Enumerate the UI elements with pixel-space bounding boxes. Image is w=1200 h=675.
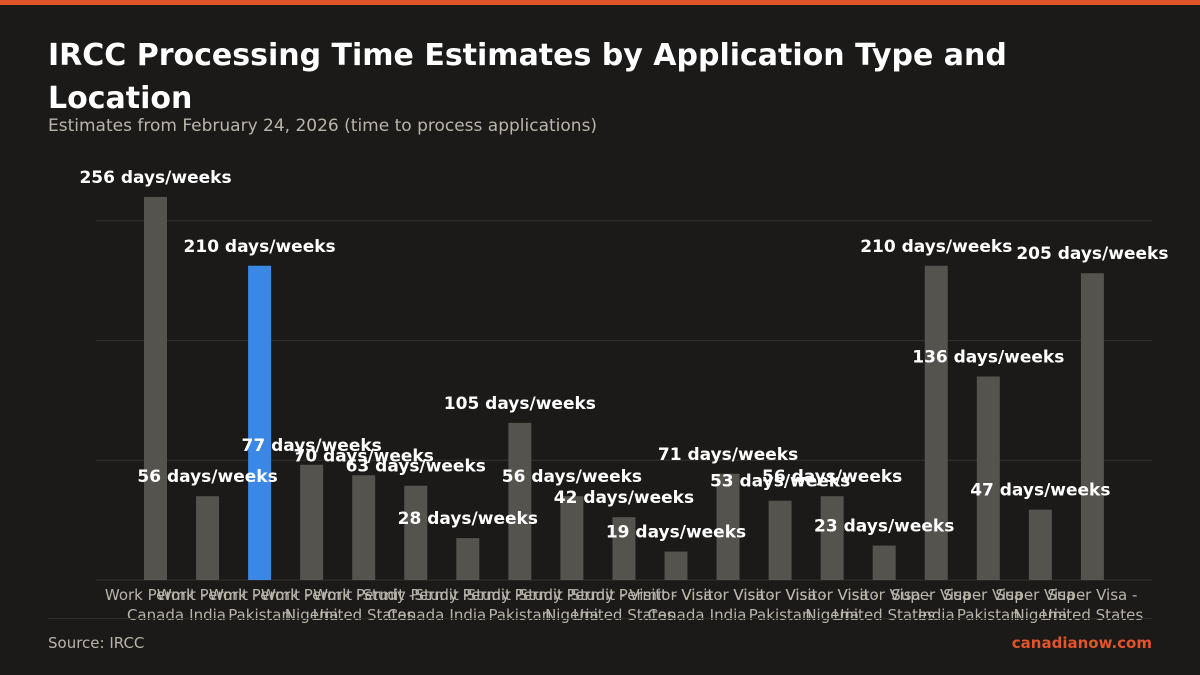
top-accent-bar <box>0 0 1200 5</box>
x-tick-label: Super Visa - <box>891 586 981 604</box>
bar[interactable] <box>456 538 480 580</box>
x-tick-label: India <box>189 606 226 624</box>
bar[interactable] <box>820 496 844 580</box>
bar[interactable] <box>196 496 220 580</box>
bar-value-label: 71 days/weeks <box>658 445 798 465</box>
x-tick-label: Pakistan <box>749 606 812 624</box>
x-tick-label: Pakistan <box>228 606 291 624</box>
x-tick-label: Study Permit - <box>571 586 678 604</box>
x-tick-label: Nigeria <box>285 606 339 624</box>
x-tick-label: United States <box>573 606 675 624</box>
bar-value-label: 256 days/weeks <box>79 168 231 188</box>
x-tick-label: Study Permit - <box>415 586 522 604</box>
bar[interactable] <box>872 545 896 580</box>
x-tick-label: Nigeria <box>1014 606 1068 624</box>
x-tick-label: Visitor Visa - <box>785 586 878 604</box>
bar-value-label: 77 days/weeks <box>242 436 382 456</box>
x-tick-label: Study Permit - <box>519 586 626 604</box>
x-tick-label: Work Permit - <box>261 586 362 604</box>
x-tick-label: India <box>918 606 955 624</box>
bar[interactable] <box>924 265 948 580</box>
brand-link[interactable]: canadianow.com <box>1011 634 1152 652</box>
bar-value-label: 63 days/weeks <box>346 457 486 477</box>
bar[interactable] <box>716 473 740 580</box>
x-tick-label: India <box>710 606 747 624</box>
x-tick-label: Work Permit - <box>157 586 258 604</box>
bar[interactable] <box>1028 509 1052 580</box>
x-tick-label: Super Visa - <box>943 586 1033 604</box>
x-tick-label: United States <box>1042 606 1144 624</box>
x-tick-label: Study Permit - <box>467 586 574 604</box>
x-tick-label: Canada <box>127 606 184 624</box>
source-note: Source: IRCC <box>48 634 145 652</box>
bar-value-label: 210 days/weeks <box>860 237 1012 257</box>
bar-value-label: 136 days/weeks <box>912 347 1064 367</box>
bar[interactable] <box>768 500 792 580</box>
bar[interactable] <box>560 496 584 580</box>
bar[interactable] <box>352 475 376 580</box>
bar-value-label: 105 days/weeks <box>444 394 596 414</box>
bar-value-label: 23 days/weeks <box>814 517 954 537</box>
x-tick-label: Visitor Visa - <box>629 586 722 604</box>
x-tick-label: Super Visa - <box>995 586 1085 604</box>
value-labels: 256 days/weeks 56 days/weeks 210 days/week… <box>79 168 1168 543</box>
x-tick-label: Pakistan <box>957 606 1020 624</box>
bar-value-label: 28 days/weeks <box>398 509 538 529</box>
x-tick-label: Work Permit - <box>105 586 206 604</box>
bar-value-label: 70 days/weeks <box>294 446 434 466</box>
x-tick-label: Canada <box>647 606 704 624</box>
x-tick-label: Visitor Visa - <box>681 586 774 604</box>
bar[interactable] <box>612 517 636 580</box>
bar-value-label: 42 days/weeks <box>554 488 694 508</box>
bar[interactable] <box>404 485 428 580</box>
x-tick-label: Work Permit - <box>209 586 310 604</box>
x-tick-label: Nigeria <box>805 606 859 624</box>
bar-value-label: 53 days/weeks <box>710 472 850 492</box>
bar-value-label: 56 days/weeks <box>137 467 277 487</box>
chart-subtitle: Estimates from February 24, 2026 (time t… <box>48 116 598 136</box>
x-tick-label: India <box>449 606 486 624</box>
x-tick-label: Nigeria <box>545 606 599 624</box>
bars <box>144 196 1104 580</box>
x-tick-label: Visitor Visa - <box>733 586 826 604</box>
footer-divider <box>48 618 1152 619</box>
x-tick-label: Work Permit - <box>313 586 414 604</box>
x-tick-label: Pakistan <box>488 606 551 624</box>
x-tick-labels: Work Permit - Canada Work Permit - India Wor… <box>105 586 1143 624</box>
x-tick-label: Visitor Visa - <box>838 586 931 604</box>
x-tick-label: Study Permit - <box>362 586 469 604</box>
bar[interactable] <box>976 376 1000 580</box>
x-tick-label: Super Visa - <box>1047 586 1137 604</box>
bar[interactable] <box>664 551 688 580</box>
bar[interactable] <box>144 196 167 580</box>
bar[interactable] <box>1080 273 1104 580</box>
bar[interactable] <box>508 422 532 580</box>
bar-value-label: 56 days/weeks <box>502 467 642 487</box>
bar-value-label: 19 days/weeks <box>606 523 746 543</box>
bar-value-label: 47 days/weeks <box>970 481 1110 501</box>
bar-value-label: 210 days/weeks <box>184 237 336 257</box>
x-tick-label: Canada <box>387 606 444 624</box>
x-tick-label: United States <box>313 606 415 624</box>
chart-title: IRCC Processing Time Estimates by Applic… <box>48 38 1007 116</box>
bar-value-label: 56 days/weeks <box>762 467 902 487</box>
bar[interactable] <box>300 464 324 580</box>
bar[interactable] <box>248 265 272 580</box>
bar-value-label: 205 days/weeks <box>1016 244 1168 264</box>
x-tick-label: United States <box>833 606 935 624</box>
